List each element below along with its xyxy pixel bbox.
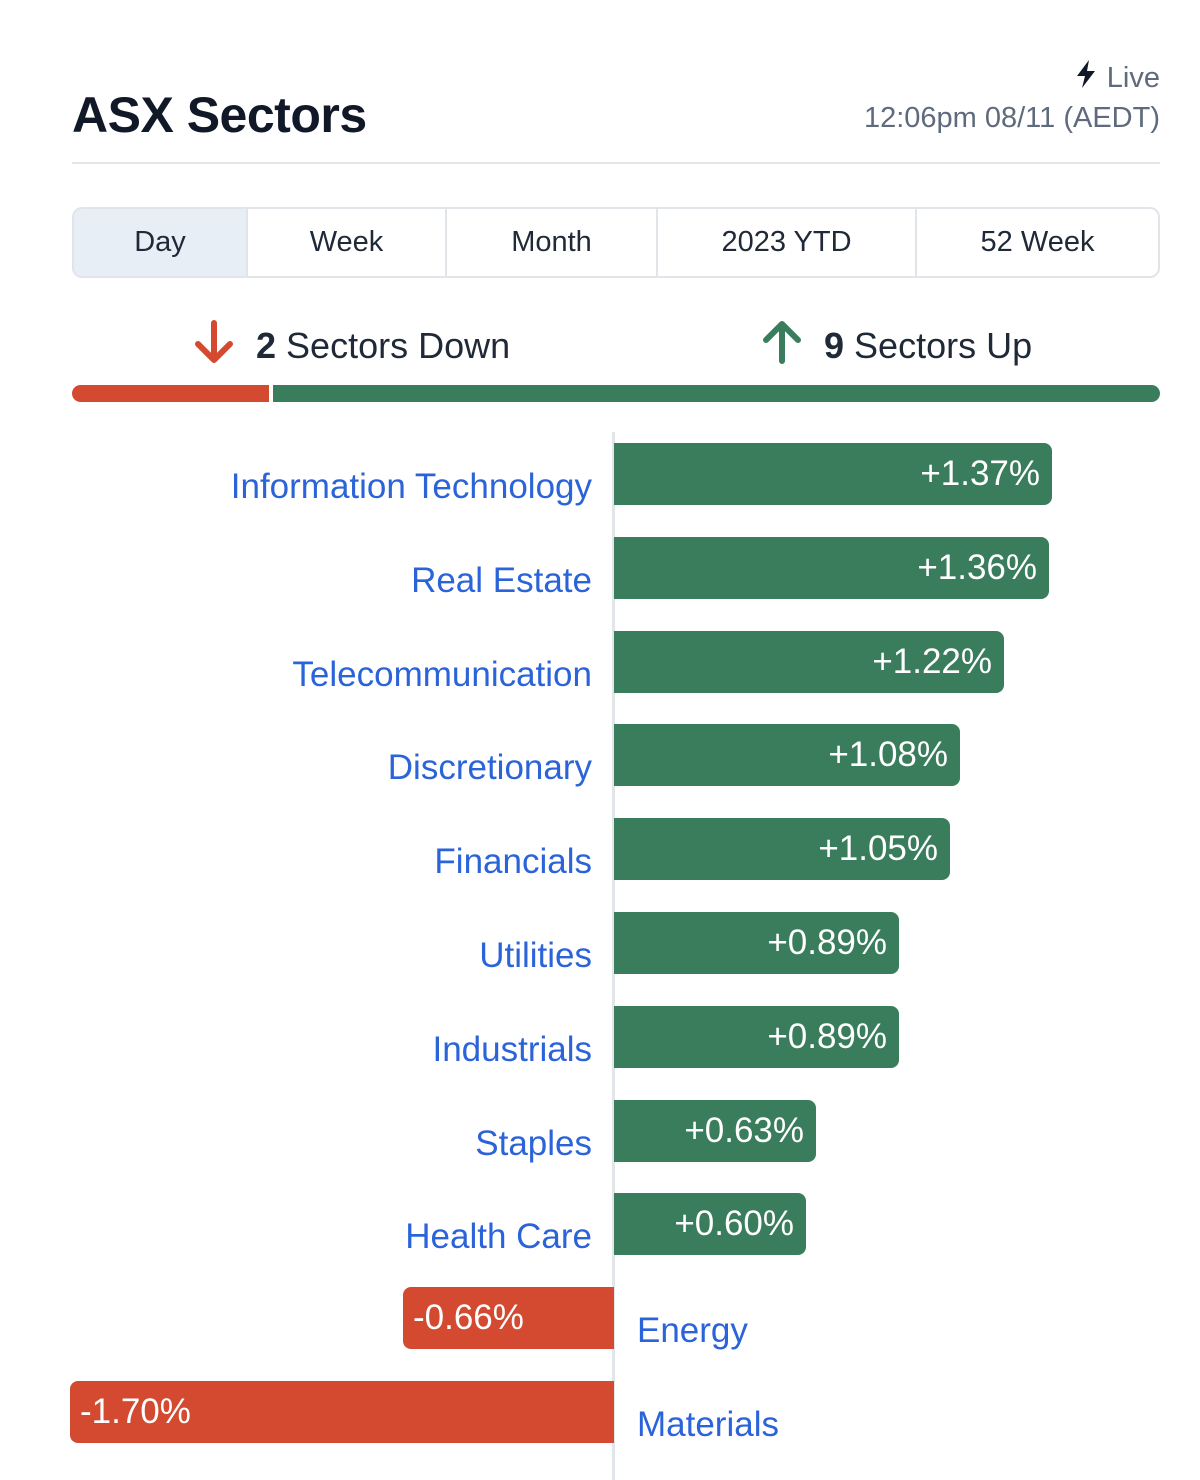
tab-month[interactable]: Month: [447, 209, 658, 276]
sector-link-staples[interactable]: Staples: [475, 1124, 592, 1163]
sector-row-real-estate: +1.36% Real Estate: [0, 537, 1200, 599]
sector-row-financials: +1.05% Financials: [0, 818, 1200, 880]
sector-link-real-estate[interactable]: Real Estate: [411, 561, 592, 600]
sectors-up-label: Sectors Up: [854, 325, 1033, 366]
sector-row-materials: -1.70% Materials: [0, 1381, 1200, 1443]
sector-link-discretionary[interactable]: Discretionary: [387, 748, 592, 787]
timestamp: 12:06pm 08/11 (AEDT): [863, 102, 1160, 134]
tab-2023-ytd[interactable]: 2023 YTD: [658, 209, 917, 276]
chart-zero-axis: [612, 432, 615, 1480]
live-label: Live: [1106, 61, 1160, 94]
sector-bar-staples: +0.63%: [614, 1100, 816, 1162]
sector-row-information-technology: +1.37% Information Technology: [0, 443, 1200, 505]
sector-bar-information-technology: +1.37%: [614, 443, 1052, 505]
sector-row-staples: +0.63% Staples: [0, 1100, 1200, 1162]
sector-bar-health-care: +0.60%: [614, 1193, 806, 1255]
sector-link-health-care[interactable]: Health Care: [405, 1217, 592, 1256]
breadth-up-segment: [273, 385, 1160, 402]
live-status: Live 12:06pm 08/11 (AEDT): [864, 60, 1160, 135]
live-indicator: Live: [864, 60, 1160, 96]
tab-week[interactable]: Week: [248, 209, 447, 276]
sector-row-energy: -0.66% Energy: [0, 1287, 1200, 1349]
sector-link-financials[interactable]: Financials: [434, 842, 592, 881]
breadth-down-segment: [72, 385, 269, 402]
sector-link-materials[interactable]: Materials: [637, 1405, 779, 1444]
sector-link-energy[interactable]: Energy: [637, 1311, 748, 1350]
arrow-up-icon: [760, 319, 824, 374]
sector-bar-discretionary: +1.08%: [614, 724, 960, 786]
tab-day[interactable]: Day: [74, 209, 248, 276]
sector-bar-utilities: +0.89%: [614, 912, 899, 974]
market-breadth-bar: [72, 385, 1160, 402]
arrow-down-icon: [192, 319, 256, 374]
sector-row-discretionary: +1.08% Discretionary: [0, 724, 1200, 786]
sector-bar-telecommunication: +1.22%: [614, 631, 1004, 693]
sector-link-telecommunication[interactable]: Telecommunication: [292, 655, 592, 694]
sectors-up-count: 9: [824, 325, 845, 366]
sector-row-utilities: +0.89% Utilities: [0, 912, 1200, 974]
sector-bar-materials: -1.70%: [70, 1381, 614, 1443]
tab-52-week[interactable]: 52 Week: [980, 226, 1095, 258]
sector-bar-financials: +1.05%: [614, 818, 950, 880]
sector-bar-energy: -0.66%: [403, 1287, 614, 1349]
sectors-down-count: 2: [256, 325, 277, 366]
page-title: ASX Sectors: [72, 87, 367, 143]
sector-link-information-technology[interactable]: Information Technology: [230, 467, 592, 506]
lightning-bolt-icon: [1075, 60, 1097, 96]
sector-link-industrials[interactable]: Industrials: [432, 1030, 592, 1069]
sector-row-health-care: +0.60% Health Care: [0, 1193, 1200, 1255]
period-tabs: Day Week Month 2023 YTD 52 Week: [72, 207, 1160, 278]
sectors-down-label: Sectors Down: [286, 325, 511, 366]
sector-link-utilities[interactable]: Utilities: [479, 936, 592, 975]
sectors-down-summary: 2 Sectors Down: [192, 318, 510, 374]
sector-row-telecommunication: +1.22% Telecommunication: [0, 631, 1200, 693]
sector-bar-real-estate: +1.36%: [614, 537, 1049, 599]
sector-bar-industrials: +0.89%: [614, 1006, 899, 1068]
sectors-up-summary: 9 Sectors Up: [760, 318, 1032, 374]
widget-header: ASX Sectors Live 12:06pm 08/11 (AEDT): [72, 56, 1160, 164]
sector-row-industrials: +0.89% Industrials: [0, 1006, 1200, 1068]
